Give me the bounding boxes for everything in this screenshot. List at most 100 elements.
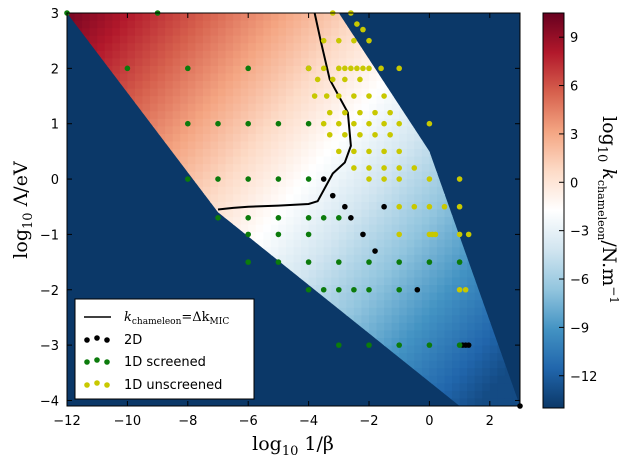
heatmap-cell — [263, 103, 272, 112]
heatmap-cell — [421, 292, 430, 301]
point-1d-unscreened — [387, 131, 393, 138]
heatmap-cell — [338, 300, 347, 309]
heatmap-cell — [474, 375, 483, 384]
y-axis-label-main: log — [10, 229, 32, 259]
heatmap-cell — [225, 96, 234, 105]
heatmap-cell — [301, 28, 310, 37]
heatmap-cell — [142, 13, 151, 22]
heatmap-cell — [399, 269, 408, 279]
heatmap-cell — [270, 179, 279, 188]
point-1d-screened — [396, 259, 403, 265]
heatmap-cell — [406, 126, 415, 135]
heatmap-cell — [346, 73, 355, 82]
heatmap-cell — [369, 141, 378, 150]
heatmap-cell — [406, 300, 415, 309]
legend-dot — [104, 382, 110, 388]
heatmap-cell — [202, 65, 212, 75]
heatmap-cell — [353, 149, 363, 158]
heatmap-cell — [150, 65, 159, 75]
heatmap-cell — [225, 171, 234, 180]
heatmap-cell — [353, 262, 363, 271]
point-1d-unscreened — [462, 286, 469, 293]
heatmap-cell — [278, 141, 287, 150]
heatmap-cell — [134, 96, 144, 105]
heatmap-cell — [429, 360, 438, 369]
legend-contour-mid: =Δk — [181, 310, 209, 325]
heatmap-cell — [285, 96, 295, 105]
heatmap-cell — [353, 194, 363, 203]
heatmap-cell — [369, 156, 378, 165]
heatmap-cell — [353, 156, 363, 165]
heatmap-cell — [452, 383, 461, 392]
heatmap-cell — [346, 209, 355, 218]
heatmap-cell — [338, 194, 347, 203]
heatmap-cell — [285, 224, 295, 233]
heatmap-cell — [202, 133, 212, 143]
heatmap-cell — [210, 65, 219, 75]
heatmap-cell — [187, 118, 196, 127]
heatmap-cell — [429, 285, 438, 294]
heatmap-cell — [187, 58, 196, 67]
heatmap-cell — [384, 322, 393, 332]
heatmap-cell — [406, 337, 415, 347]
heatmap-cell — [323, 164, 332, 173]
heatmap-cell — [285, 171, 295, 180]
heatmap-cell — [452, 322, 461, 332]
heatmap-cell — [240, 164, 249, 173]
point-1d-screened — [305, 176, 312, 182]
heatmap-cell — [270, 232, 279, 241]
colorbar-tick-label: −3 — [570, 225, 589, 240]
heatmap-cell — [89, 43, 98, 52]
heatmap-cell — [240, 65, 249, 75]
heatmap-cell — [180, 111, 189, 120]
heatmap-cell — [263, 179, 272, 188]
heatmap-cell — [240, 156, 249, 165]
legend-1d-unscreened-swatch — [84, 380, 110, 388]
heatmap-cell — [421, 156, 430, 165]
heatmap-cell — [459, 360, 468, 369]
heatmap-cell — [323, 209, 332, 218]
heatmap-cell — [225, 13, 234, 22]
heatmap-cell — [97, 43, 106, 52]
heatmap-cell — [308, 171, 317, 180]
heatmap-cell — [218, 149, 227, 158]
heatmap-cell — [285, 28, 295, 37]
heatmap-cell — [346, 217, 355, 226]
heatmap-cell — [361, 300, 370, 309]
heatmap-cell — [421, 262, 430, 271]
heatmap-cell — [134, 20, 144, 29]
heatmap-cell — [233, 141, 242, 150]
heatmap-cell — [391, 322, 400, 332]
heatmap-cell — [270, 224, 279, 233]
heatmap-cell — [338, 103, 347, 112]
heatmap-cell — [384, 330, 393, 339]
heatmap-cell — [406, 171, 415, 180]
point-1d-unscreened — [426, 120, 433, 127]
heatmap-cell — [263, 81, 272, 90]
heatmap-cell — [369, 330, 378, 339]
heatmap-cell — [270, 65, 279, 75]
heatmap-cell — [361, 209, 370, 218]
heatmap-cell — [406, 307, 415, 316]
heatmap-cell — [482, 375, 491, 384]
heatmap-cell — [233, 201, 242, 211]
heatmap-cell — [376, 277, 385, 286]
heatmap-cell — [134, 73, 144, 82]
heatmap-cell — [316, 50, 325, 59]
heatmap-cell — [482, 353, 491, 362]
heatmap-cell — [436, 269, 446, 279]
heatmap-cell — [384, 337, 393, 347]
heatmap-cell — [225, 133, 234, 143]
heatmap-cell — [421, 322, 430, 332]
heatmap-cell — [414, 345, 423, 354]
point-1d-screened — [336, 215, 342, 221]
heatmap-cell — [353, 300, 363, 309]
heatmap-cell — [172, 35, 181, 44]
heatmap-cell — [180, 20, 189, 29]
heatmap-cell — [225, 194, 234, 203]
heatmap-cell — [436, 300, 446, 309]
heatmap-cell — [248, 111, 257, 120]
heatmap-cell — [308, 35, 317, 44]
heatmap-cell — [467, 315, 476, 324]
